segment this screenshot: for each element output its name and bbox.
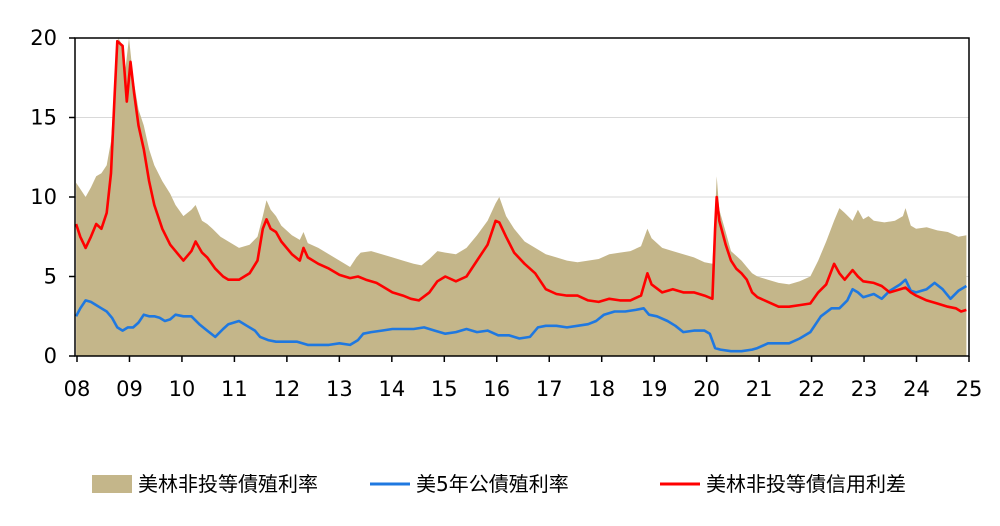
y-tick-label-1: 5 <box>44 265 57 289</box>
legend-swatch-0 <box>92 475 132 493</box>
series-layer <box>74 38 968 356</box>
series-line-1 <box>74 278 968 353</box>
x-tick-label-3: 11 <box>221 377 248 401</box>
y-tick-label-2: 10 <box>30 185 57 209</box>
x-tick-label-8: 16 <box>483 377 510 401</box>
legend-label-2: 美林非投等債信用利差 <box>706 472 906 496</box>
x-tick-label-1: 09 <box>116 377 143 401</box>
x-tick-label-7: 15 <box>431 377 458 401</box>
x-tick-label-15: 23 <box>851 377 878 401</box>
x-tick-label-9: 17 <box>536 377 563 401</box>
x-tick-label-2: 10 <box>169 377 196 401</box>
x-tick-label-14: 22 <box>798 377 825 401</box>
x-tick-label-11: 19 <box>641 377 668 401</box>
y-tick-label-0: 0 <box>44 344 57 368</box>
x-tick-label-13: 21 <box>746 377 773 401</box>
y-axis-ticks: 0 5 10 15 20 <box>30 26 75 368</box>
y-tick-label-4: 20 <box>30 26 57 50</box>
x-tick-label-17: 25 <box>956 377 983 401</box>
x-axis-ticks: 08 09 10 11 12 13 14 15 16 17 18 19 20 21 22 23 24 25 <box>64 356 983 401</box>
x-tick-label-16: 24 <box>903 377 930 401</box>
x-tick-label-5: 13 <box>326 377 353 401</box>
x-tick-label-6: 14 <box>378 377 405 401</box>
series-line-2 <box>74 39 967 313</box>
x-tick-label-4: 12 <box>274 377 301 401</box>
x-tick-label-0: 08 <box>64 377 91 401</box>
legend-label-0: 美林非投等債殖利率 <box>138 472 318 496</box>
legend: 美林非投等債殖利率 美5年公債殖利率 美林非投等債信用利差 <box>92 472 906 496</box>
x-tick-label-10: 18 <box>588 377 615 401</box>
y-tick-label-3: 15 <box>30 106 57 130</box>
x-tick-label-12: 20 <box>693 377 720 401</box>
legend-label-1: 美5年公債殖利率 <box>416 472 569 496</box>
